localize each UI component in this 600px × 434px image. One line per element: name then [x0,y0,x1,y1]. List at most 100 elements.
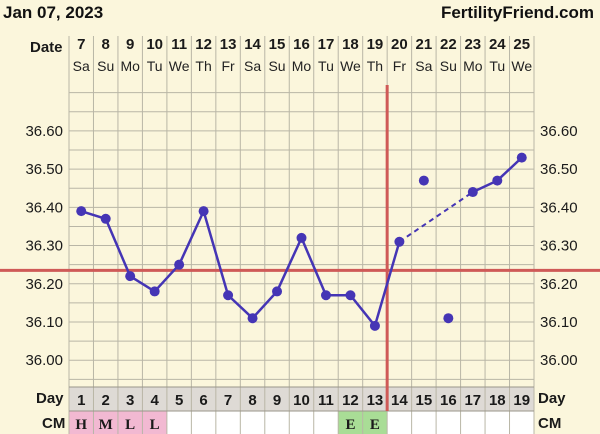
temperature-line-dashed [398,191,474,243]
y-tick-label-right: 36.30 [540,238,578,255]
temperature-point [296,232,307,243]
temperature-point [223,290,234,301]
cm-row-label-left: CM [42,415,65,432]
y-tick-label-left: 36.00 [25,352,63,369]
date-label: 15 [269,36,286,53]
temperature-point [443,313,454,324]
weekday-label: Mo [292,58,312,74]
cm-label: E [370,417,380,433]
cm-label: E [345,417,355,433]
date-label: 23 [464,36,481,53]
weekday-label: Sa [73,58,90,74]
cm-cell [69,411,94,434]
y-tick-label-left: 36.10 [25,314,63,331]
cycle-day-label: 7 [224,392,232,409]
date-label: 11 [171,36,187,53]
date-label: 22 [440,36,457,53]
cycle-day-label: 17 [464,392,481,409]
temperature-point [247,313,258,324]
cycle-day-label: 4 [150,392,159,409]
date-label: 13 [220,36,237,53]
cm-cell [289,411,314,434]
cm-cell [264,411,290,434]
y-tick-label-right: 36.40 [540,199,578,216]
y-tick-label-left: 36.50 [25,161,63,178]
weekday-label: Fr [221,58,235,74]
cycle-day-label: 10 [293,392,310,409]
cm-row-label-right: CM [538,415,561,432]
cycle-day-label: 2 [102,392,110,409]
cm-label: H [75,417,87,433]
y-tick-label-right: 36.20 [540,276,578,293]
day-row-label-right: Day [538,390,566,407]
site-name: FertilityFriend.com [441,3,594,22]
y-tick-label-left: 36.40 [25,199,63,216]
weekday-label: Tu [147,58,163,74]
temperature-line [472,156,523,194]
weekday-label: Su [440,58,457,74]
cycle-day-label: 6 [199,392,207,409]
temperature-point [516,152,527,163]
chart-date-title: Jan 07, 2023 [3,3,103,22]
cycle-day-label: 11 [318,392,334,409]
weekday-label: Mo [463,58,483,74]
weekday-label: Sa [244,58,261,74]
cm-cell [485,411,510,434]
date-label: 9 [126,36,134,53]
cm-cell [117,411,143,434]
reference-lines [0,85,600,411]
temperature-point [76,206,87,217]
axis-labels: 36.60 36.60 36.50 36.50 36.40 36.40 36.30 36.30… [25,36,577,433]
cycle-day-label: 1 [77,392,85,409]
y-tick-label-right: 36.10 [540,314,578,331]
weekday-label: Fr [393,58,407,74]
date-label: 18 [342,36,359,53]
cycle-day-label: 15 [416,392,433,409]
cm-cell [93,411,118,434]
cm-cell [215,411,241,434]
y-tick-label-right: 36.60 [540,123,578,140]
temperature-series [76,152,527,331]
temperature-point [418,175,429,186]
weekday-label: We [340,58,361,74]
y-tick-label-left: 36.30 [25,238,63,255]
cycle-day-label: 5 [175,392,183,409]
weekday-label: Tu [489,58,505,74]
cm-cell [166,411,192,434]
temperature-point [394,236,405,247]
cycle-day-label: 12 [342,392,359,409]
temperature-point [320,290,331,301]
day-row-background [69,387,534,411]
cycle-day-label: 14 [391,392,408,409]
cycle-day-label: 9 [273,392,281,409]
cycle-day-label: 16 [440,392,457,409]
weekday-label: We [169,58,190,74]
temperature-point [345,290,356,301]
date-label: 17 [318,36,335,53]
cycle-day-label: 8 [248,392,256,409]
date-label: 10 [146,36,163,53]
cycle-day-label: 18 [489,392,506,409]
cm-cell [313,411,339,434]
temperature-point [492,175,503,186]
cm-cell [191,411,216,434]
y-tick-label-left: 36.60 [25,123,63,140]
date-label: 20 [391,36,408,53]
weekday-label: Th [195,58,211,74]
cell-backgrounds [69,387,534,434]
cm-cell [411,411,437,434]
date-label: 19 [367,36,384,53]
cm-cell [240,411,265,434]
y-tick-label-left: 36.20 [25,276,63,293]
y-tick-label-right: 36.00 [540,352,578,369]
temperature-point [125,271,136,282]
weekday-label: Su [268,58,285,74]
date-label: 24 [489,36,506,53]
date-label: 16 [293,36,310,53]
date-label: 25 [513,36,530,53]
day-row-label-left: Day [36,390,64,407]
weekday-label: Tu [318,58,334,74]
temperature-point [272,286,283,297]
weekday-label: We [511,58,532,74]
